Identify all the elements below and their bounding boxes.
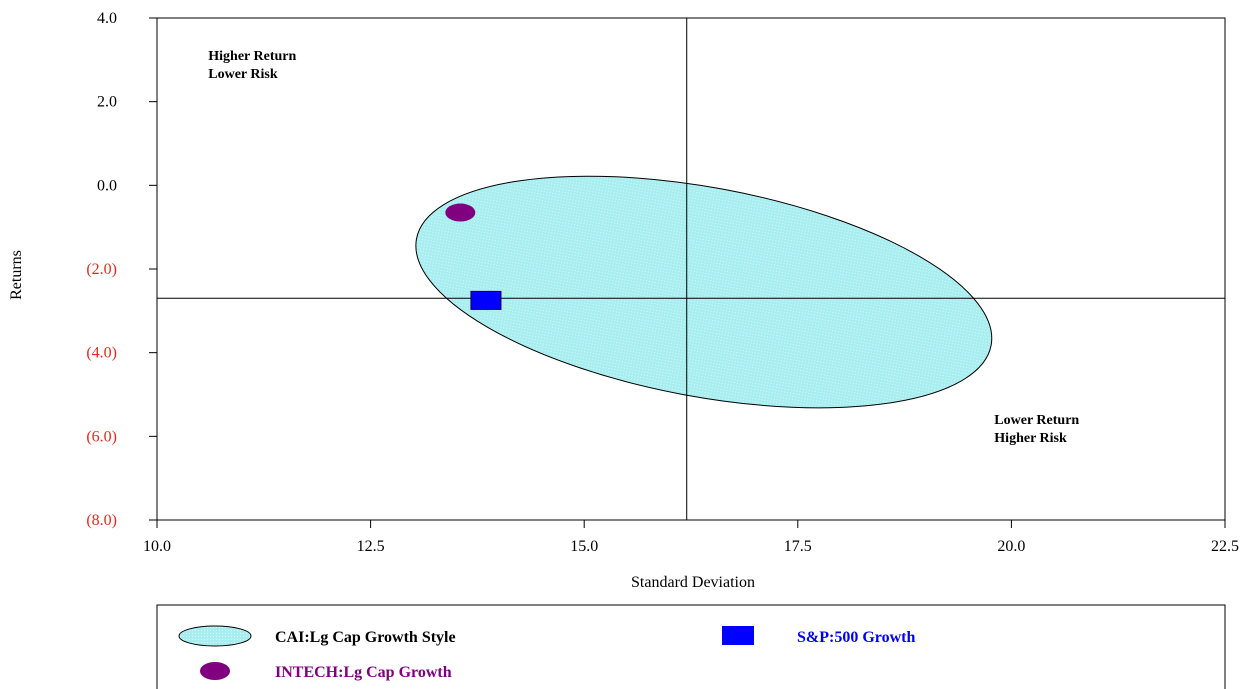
x-tick-label: 15.0	[570, 538, 598, 555]
quadrant-annotation: Higher Return	[208, 49, 296, 64]
sp500-growth-point	[470, 290, 502, 310]
x-tick-label: 17.5	[784, 538, 812, 555]
x-tick-label: 10.0	[143, 538, 171, 555]
quadrant-annotation: Lower Return	[994, 413, 1079, 428]
y-tick-label: 4.0	[97, 10, 117, 27]
x-tick-label: 22.5	[1211, 538, 1239, 555]
legend-label: INTECH:Lg Cap Growth	[275, 664, 452, 681]
x-axis-title: Standard Deviation	[631, 574, 755, 591]
legend-label: S&P:500 Growth	[797, 629, 915, 646]
quadrant-annotation: Lower Risk	[208, 67, 278, 82]
legend-label: CAI:Lg Cap Growth Style	[275, 629, 456, 646]
style-ellipse	[415, 175, 993, 409]
y-tick-label: (4.0)	[86, 345, 117, 362]
y-tick-label: (6.0)	[86, 428, 117, 445]
y-tick-label: (2.0)	[86, 261, 117, 278]
y-axis-title: Returns	[8, 250, 25, 300]
x-tick-label: 20.0	[997, 538, 1025, 555]
intech-point	[445, 203, 476, 222]
y-tick-label: 0.0	[97, 177, 117, 194]
legend-box	[156, 604, 1226, 689]
quadrant-annotation: Higher Risk	[994, 431, 1067, 446]
x-tick-label: 12.5	[357, 538, 385, 555]
legend-swatch-square	[722, 626, 754, 645]
legend-swatch-circle	[200, 662, 230, 680]
y-tick-label: 2.0	[97, 94, 117, 111]
y-tick-label: (8.0)	[86, 512, 117, 529]
legend-swatch-ellipse	[178, 625, 252, 647]
